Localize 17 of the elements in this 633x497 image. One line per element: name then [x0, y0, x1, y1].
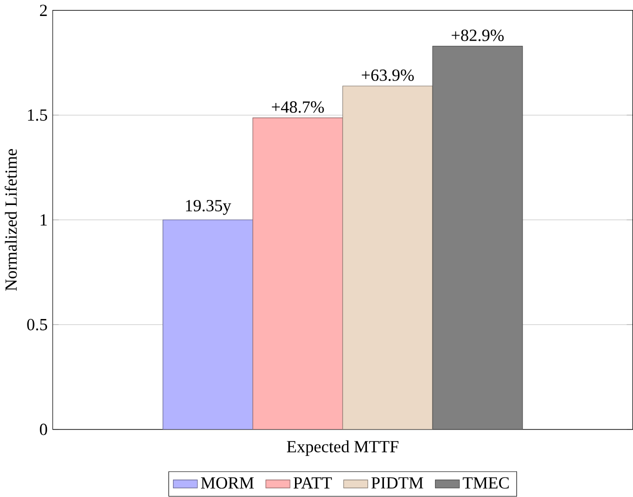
bar [432, 46, 523, 430]
annotation: +63.9% [362, 70, 414, 82]
y-tick-label: 1 [40, 214, 47, 226]
legend-label: PATT [294, 477, 332, 489]
x-tick-label: Expected MTTF [286, 440, 398, 456]
legend-label: PIDTM [371, 478, 424, 489]
legend-label: TMEC [462, 477, 509, 489]
annotation: 19.35y [186, 200, 232, 216]
annotation: +48.7% [272, 102, 324, 114]
y-axis-title: Normalized Lifetime [4, 149, 17, 291]
y-tick-label: 0 [40, 424, 48, 436]
y-tick-label: 2 [40, 4, 47, 16]
y-tick-label: 0.5 [27, 319, 48, 331]
bar [162, 220, 254, 430]
legend-label: MORM [201, 477, 254, 489]
annotation: +82.9% [452, 30, 504, 42]
y-tick-label: 1.5 [28, 110, 48, 122]
